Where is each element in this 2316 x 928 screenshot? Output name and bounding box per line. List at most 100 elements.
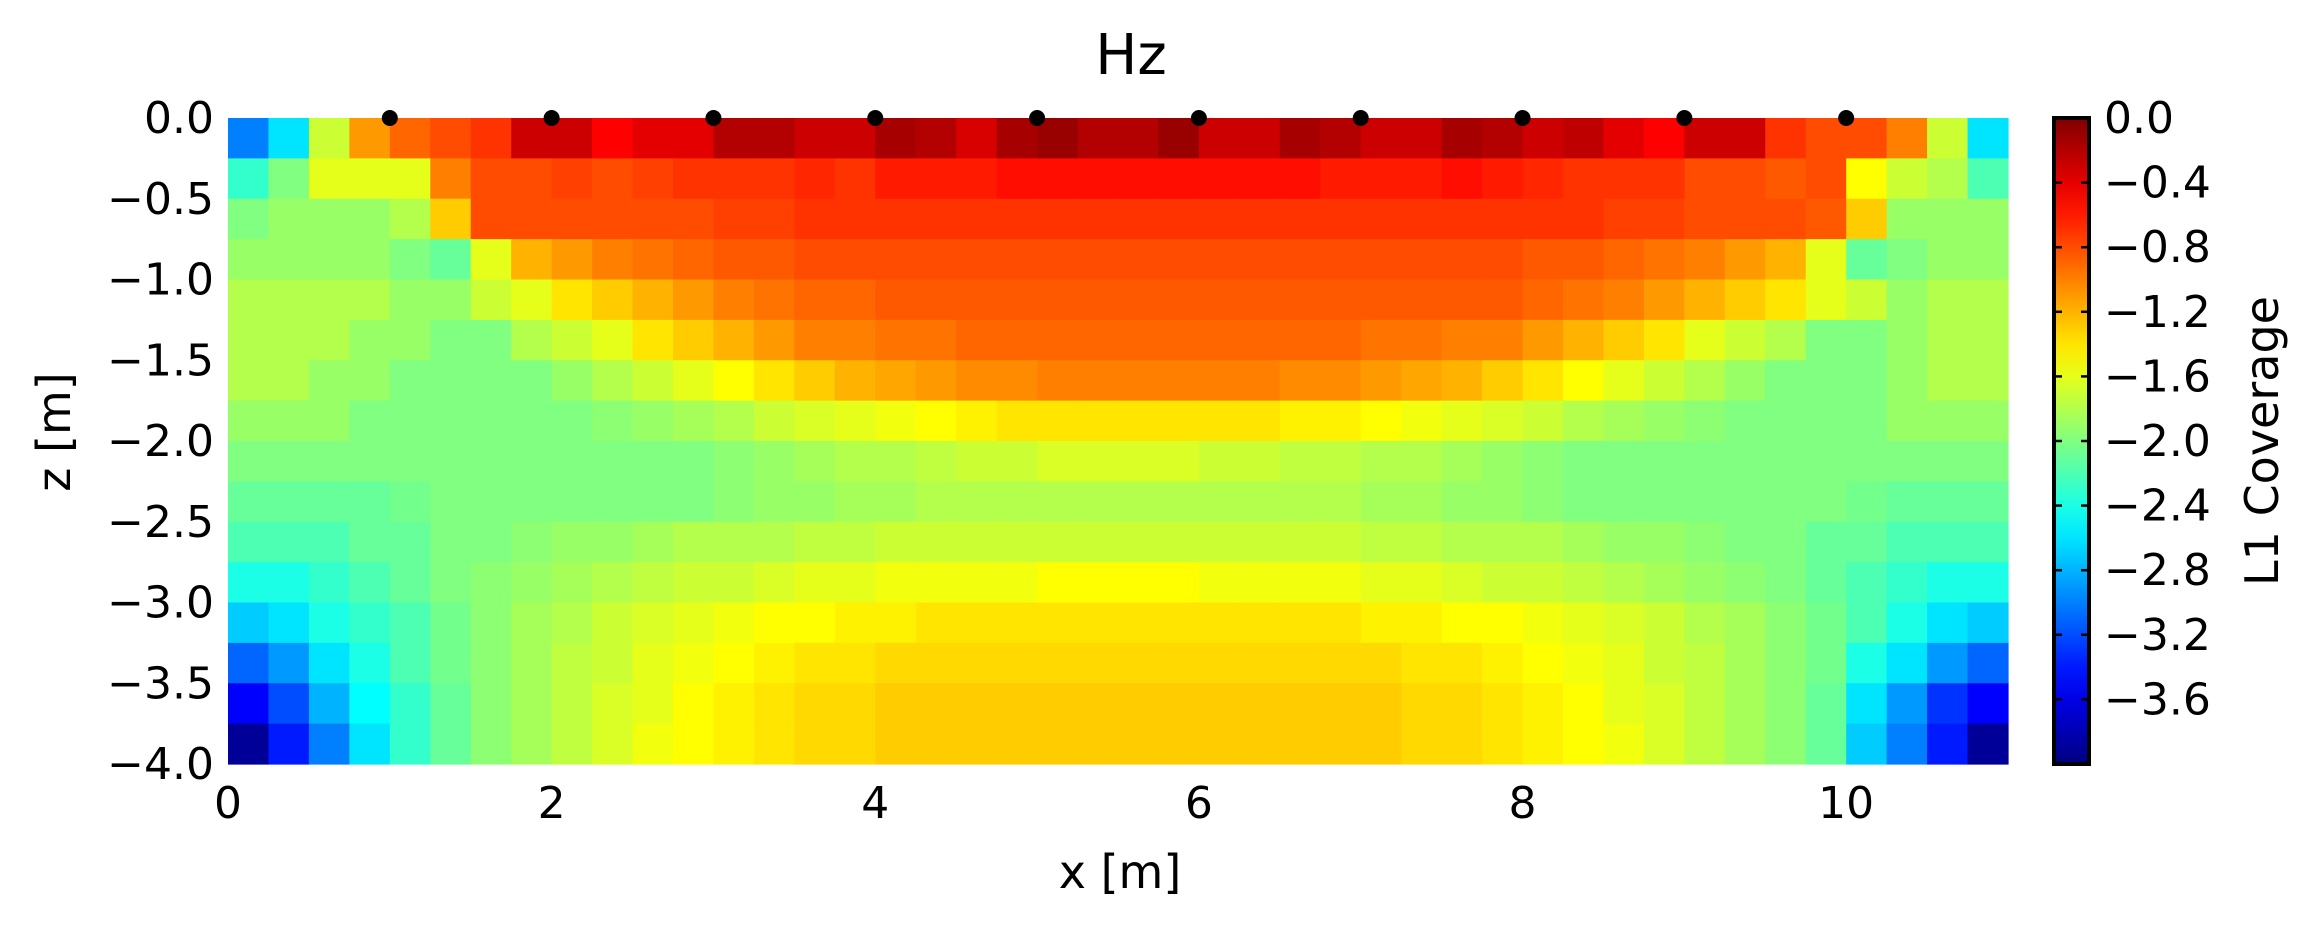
y-tick-label: −3.0 bbox=[107, 578, 214, 629]
heatmap-cell bbox=[228, 562, 270, 604]
y-tick-label: −3.5 bbox=[107, 658, 214, 709]
heatmap-cell bbox=[349, 683, 391, 725]
heatmap-cell bbox=[1118, 723, 1160, 765]
heatmap-cell bbox=[1320, 360, 1362, 402]
heatmap-cell bbox=[268, 441, 310, 482]
y-tick-label: −0.5 bbox=[107, 174, 214, 225]
heatmap-cell bbox=[1320, 642, 1362, 684]
heatmap-cell bbox=[834, 683, 876, 725]
heatmap-cell bbox=[1360, 441, 1402, 482]
heatmap-cell bbox=[1563, 118, 1605, 159]
heatmap-cell bbox=[1441, 360, 1483, 402]
heatmap-cell bbox=[470, 642, 512, 684]
heatmap-cell bbox=[1724, 602, 1766, 644]
heatmap-cell bbox=[470, 239, 512, 281]
heatmap-cell bbox=[1118, 642, 1160, 684]
heatmap-cell bbox=[713, 118, 755, 159]
heatmap-cell bbox=[389, 319, 431, 361]
heatmap-cell bbox=[592, 683, 634, 725]
x-tick-label: 4 bbox=[861, 778, 889, 829]
heatmap-cell bbox=[308, 481, 350, 523]
heatmap-cell bbox=[875, 683, 917, 725]
heatmap-cell bbox=[1765, 481, 1807, 523]
heatmap-cell bbox=[632, 158, 674, 200]
heatmap-cell bbox=[349, 562, 391, 604]
heatmap-cell bbox=[592, 642, 634, 684]
heatmap-cell bbox=[1805, 642, 1847, 684]
heatmap-cell bbox=[349, 441, 391, 482]
heatmap-cell bbox=[1037, 400, 1079, 442]
heatmap-cell bbox=[875, 521, 917, 563]
heatmap-cell bbox=[1158, 723, 1200, 765]
heatmap-cell bbox=[1239, 279, 1281, 321]
heatmap-cell bbox=[1239, 360, 1281, 402]
heatmap-cell bbox=[1805, 239, 1847, 281]
heatmap-cell bbox=[1684, 481, 1726, 523]
heatmap-cell bbox=[996, 319, 1038, 361]
heatmap-cell bbox=[875, 198, 917, 240]
heatmap-cell bbox=[1320, 400, 1362, 442]
heatmap-cell bbox=[1401, 360, 1443, 402]
heatmap-cell bbox=[470, 441, 512, 482]
heatmap-cell bbox=[1805, 562, 1847, 604]
heatmap-cell bbox=[673, 683, 715, 725]
heatmap-cell bbox=[834, 319, 876, 361]
heatmap-cell bbox=[996, 642, 1038, 684]
heatmap-cell bbox=[1603, 481, 1645, 523]
heatmap-cell bbox=[349, 642, 391, 684]
heatmap-cell bbox=[1239, 158, 1281, 200]
heatmap-cell bbox=[1441, 239, 1483, 281]
heatmap-cell bbox=[1765, 441, 1807, 482]
heatmap-cell bbox=[470, 521, 512, 563]
heatmap-cell bbox=[1118, 158, 1160, 200]
heatmap-cell bbox=[1846, 562, 1888, 604]
heatmap-cell bbox=[1603, 683, 1645, 725]
heatmap-cell bbox=[1563, 360, 1605, 402]
heatmap-cell bbox=[1643, 198, 1685, 240]
heatmap-cell bbox=[349, 319, 391, 361]
heatmap-cell bbox=[1765, 642, 1807, 684]
heatmap-cell bbox=[1643, 239, 1685, 281]
heatmap-cell bbox=[308, 441, 350, 482]
heatmap-cell bbox=[551, 400, 593, 442]
heatmap-cell bbox=[308, 562, 350, 604]
heatmap-cell bbox=[1603, 400, 1645, 442]
heatmap-cell bbox=[1603, 198, 1645, 240]
heatmap-cell bbox=[1279, 239, 1321, 281]
y-tick-label: −1.5 bbox=[107, 335, 214, 386]
heatmap-cell bbox=[1846, 239, 1888, 281]
heatmap-cell bbox=[1441, 562, 1483, 604]
heatmap-cell bbox=[228, 683, 270, 725]
heatmap-cell bbox=[1037, 118, 1079, 159]
heatmap-cell bbox=[1482, 239, 1524, 281]
heatmap-cell bbox=[1563, 723, 1605, 765]
heatmap-cell bbox=[1158, 400, 1200, 442]
heatmap-cell bbox=[1441, 683, 1483, 725]
heatmap-cell bbox=[1643, 400, 1685, 442]
heatmap-cell bbox=[1279, 683, 1321, 725]
heatmap-cell bbox=[1684, 400, 1726, 442]
heatmap-cell bbox=[1077, 642, 1119, 684]
heatmap-cell bbox=[430, 360, 472, 402]
heatmap-cell bbox=[1927, 319, 1969, 361]
heatmap-cell bbox=[1279, 319, 1321, 361]
heatmap-cell bbox=[1603, 279, 1645, 321]
heatmap-cell bbox=[592, 360, 634, 402]
heatmap-cell bbox=[875, 602, 917, 644]
heatmap-cell bbox=[1846, 360, 1888, 402]
heatmap-cell bbox=[673, 723, 715, 765]
heatmap-cell bbox=[268, 521, 310, 563]
heatmap-cell bbox=[1482, 481, 1524, 523]
heatmap-cell bbox=[956, 118, 998, 159]
heatmap-cell bbox=[956, 198, 998, 240]
heatmap-cell bbox=[1927, 562, 1969, 604]
heatmap-cell bbox=[308, 279, 350, 321]
heatmap-cell bbox=[592, 118, 634, 159]
heatmap-cell bbox=[1967, 360, 2009, 402]
heatmap-cell bbox=[1118, 481, 1160, 523]
heatmap-cell bbox=[1765, 521, 1807, 563]
heatmap-cell bbox=[1198, 279, 1240, 321]
heatmap-cell bbox=[1563, 683, 1605, 725]
heatmap-cell bbox=[1198, 441, 1240, 482]
heatmap-cell bbox=[511, 400, 553, 442]
